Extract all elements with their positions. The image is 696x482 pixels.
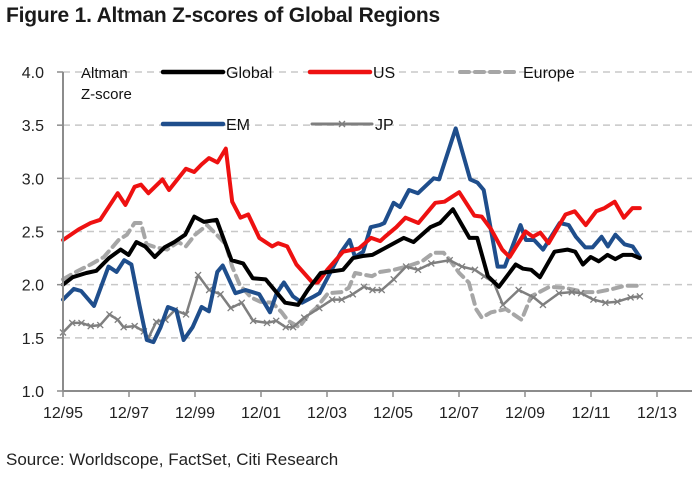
point-marker-jp xyxy=(613,298,621,306)
legend-label-em: EM xyxy=(226,117,250,134)
source-note: Source: Worldscope, FactSet, Citi Resear… xyxy=(6,450,339,469)
point-marker-jp xyxy=(194,271,202,279)
point-marker-jp xyxy=(515,286,523,294)
point-marker-jp xyxy=(589,296,597,304)
point-marker-jp xyxy=(577,289,585,297)
legend-label-us: US xyxy=(373,65,395,82)
point-marker-jp xyxy=(349,290,357,298)
line-global xyxy=(61,207,642,307)
y-tick-label: 4.0 xyxy=(22,65,44,82)
series-europe xyxy=(61,221,642,330)
point-marker-jp xyxy=(120,323,128,331)
legend-label-global: Global xyxy=(226,65,272,82)
point-marker-jp xyxy=(249,317,257,325)
series-us xyxy=(61,146,642,285)
point-marker-jp xyxy=(390,275,398,283)
x-tick-label: 12/01 xyxy=(241,405,281,422)
point-marker-jp xyxy=(289,323,297,331)
y-axis-label-line-1: Altman xyxy=(81,65,128,82)
legend-item-europe: Europe xyxy=(458,65,575,82)
point-marker-jp xyxy=(315,304,323,312)
series-jp xyxy=(59,256,644,342)
point-marker-jp xyxy=(217,290,224,298)
point-marker-jp xyxy=(238,299,246,307)
point-marker-jp xyxy=(68,319,76,327)
point-marker-jp xyxy=(555,289,563,297)
y-axis-label-line-2: Z-score xyxy=(81,86,132,103)
line-europe xyxy=(61,221,642,330)
x-tick-label: 12/99 xyxy=(175,405,215,422)
point-marker-jp xyxy=(601,299,609,307)
legend-item-global: Global xyxy=(160,65,272,82)
point-marker-jp xyxy=(282,323,290,331)
gridlines xyxy=(63,71,692,339)
x-tick-label: 12/03 xyxy=(307,405,347,422)
point-marker-jp xyxy=(87,322,95,330)
y-tick-label: 1.0 xyxy=(22,384,44,401)
line-jp xyxy=(61,258,642,340)
point-marker-jp xyxy=(458,263,466,271)
series-lines xyxy=(59,126,644,345)
point-marker-jp xyxy=(263,319,271,327)
x-tick-label: 12/05 xyxy=(373,405,413,422)
x-tick-label: 12/07 xyxy=(439,405,479,422)
legend: Altman Z-score Global US Europe EM JP xyxy=(81,65,575,134)
y-tick-label: 1.5 xyxy=(22,331,44,348)
x-tick-label: 12/13 xyxy=(637,405,677,422)
y-tick-label: 3.0 xyxy=(22,171,44,188)
point-marker-jp xyxy=(182,310,190,318)
point-marker-jp xyxy=(568,288,576,296)
point-marker-jp xyxy=(471,266,479,274)
point-marker-jp xyxy=(300,314,308,322)
series-global xyxy=(61,207,642,307)
x-tick-label: 12/97 xyxy=(109,405,149,422)
point-marker-jp xyxy=(328,296,336,304)
point-marker-jp xyxy=(499,301,507,309)
point-marker-jp xyxy=(114,316,122,324)
point-marker-jp xyxy=(627,293,635,301)
legend-item-em: EM xyxy=(160,117,250,134)
point-marker-jp xyxy=(427,259,435,267)
legend-marker-jp xyxy=(338,120,346,128)
y-tick-label: 3.5 xyxy=(22,118,44,135)
point-marker-jp xyxy=(378,286,386,294)
legend-item-us: US xyxy=(307,65,395,82)
point-marker-jp xyxy=(152,318,160,326)
point-marker-jp xyxy=(96,321,104,329)
line-us xyxy=(61,146,642,285)
point-marker-jp xyxy=(338,296,346,304)
point-marker-jp xyxy=(77,319,85,327)
point-marker-jp xyxy=(272,317,280,325)
x-tick-label: 12/09 xyxy=(505,405,545,422)
point-marker-jp xyxy=(227,304,235,312)
legend-item-jp: JP xyxy=(310,117,394,134)
point-marker-jp xyxy=(369,286,376,294)
chart-title: Figure 1. Altman Z-scores of Global Regi… xyxy=(6,4,441,27)
y-tick-label: 2.5 xyxy=(22,225,44,242)
point-marker-jp xyxy=(105,310,113,318)
point-marker-jp xyxy=(360,283,368,291)
point-marker-jp xyxy=(402,263,410,271)
y-tick-label: 2.0 xyxy=(22,278,44,295)
legend-label-europe: Europe xyxy=(523,65,575,82)
point-marker-jp xyxy=(539,301,547,309)
point-marker-jp xyxy=(414,266,422,274)
x-ticks: 12/95 12/97 12/99 12/01 12/03 12/05 12/07 12/09… xyxy=(43,391,677,422)
point-marker-jp xyxy=(530,293,538,301)
point-marker-jp xyxy=(131,322,139,330)
y-ticks: 1.0 1.5 2.0 2.5 3.0 3.5 4.0 xyxy=(22,65,63,401)
x-tick-label: 12/11 xyxy=(572,405,611,422)
x-tick-label: 12/95 xyxy=(43,405,83,422)
point-marker-jp xyxy=(636,292,644,300)
point-marker-jp xyxy=(446,256,454,264)
legend-label-jp: JP xyxy=(375,117,394,134)
